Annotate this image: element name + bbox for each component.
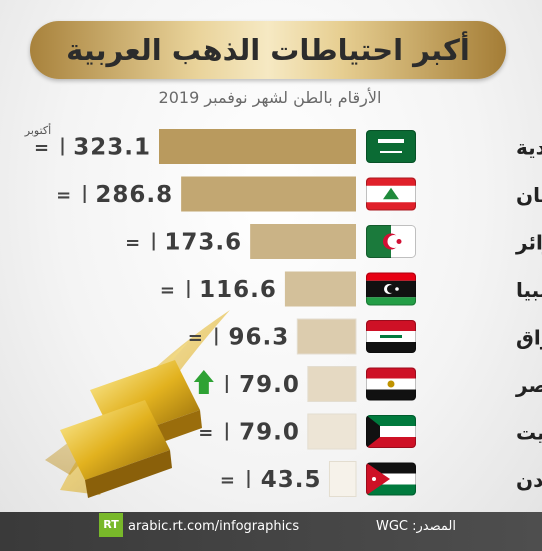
separator (152, 232, 155, 251)
category-label: لبنان (516, 183, 542, 207)
value-label: 286.8 (95, 182, 173, 208)
site-link[interactable]: arabic.rt.com/infographics (128, 519, 300, 534)
bar (296, 318, 357, 355)
separator (247, 470, 250, 488)
category-label: الكويت (516, 421, 542, 445)
category-label: مصر (515, 373, 542, 397)
separator (225, 422, 228, 441)
category-label: العراق (516, 326, 542, 350)
lebanon-flag (366, 177, 416, 211)
category-label: السعودية (516, 136, 542, 160)
page-subtitle: الأرقام بالطن لشهر نوفمبر 2019 (158, 88, 382, 107)
value-label: 173.6 (164, 230, 242, 256)
page-title: أكبر احتياطات الذهب العربية (66, 33, 470, 67)
bar (159, 129, 356, 164)
equal-sign: = (56, 185, 71, 206)
equal-sign: = (198, 423, 213, 444)
separator (225, 375, 228, 393)
separator (187, 280, 190, 298)
equal-sign: = (34, 138, 49, 159)
rt-logo: RT (99, 513, 123, 537)
equal-sign: = (188, 328, 203, 349)
kuwait-flag (366, 415, 416, 448)
gold-bars-illustration (45, 310, 230, 498)
up-arrow-icon (193, 370, 214, 394)
bar (181, 176, 356, 212)
category-label: ليبيا (516, 278, 542, 302)
iraq-flag (366, 320, 416, 353)
separator (215, 327, 218, 346)
bar (307, 366, 357, 402)
value-label: 43.5 (261, 467, 322, 493)
jordan-flag (366, 462, 416, 496)
egypt-flag (366, 367, 416, 401)
equal-sign: = (220, 470, 235, 491)
value-label: 116.6 (199, 277, 277, 303)
value-label: 96.3 (229, 325, 290, 351)
separator (83, 185, 86, 203)
algeria-flag (366, 225, 416, 258)
bar (284, 271, 356, 307)
bar (250, 224, 356, 259)
value-label: 79.0 (239, 372, 300, 398)
source-label: المصدر: WGC (376, 519, 456, 534)
value-label: 79.0 (239, 420, 300, 446)
value-label: 323.1 (73, 135, 151, 161)
footer-bar (0, 512, 542, 551)
bar (328, 461, 357, 497)
equal-sign: = (125, 233, 140, 254)
title-banner (30, 21, 506, 79)
equal-sign: = (160, 280, 175, 301)
bar (307, 413, 357, 450)
libya-flag (366, 272, 416, 306)
category-label: الأردن (516, 467, 542, 492)
october-label: أكتوبر (24, 123, 51, 137)
category-label: الجزائر (515, 231, 542, 255)
separator (61, 137, 64, 156)
saudi-flag (366, 130, 416, 163)
